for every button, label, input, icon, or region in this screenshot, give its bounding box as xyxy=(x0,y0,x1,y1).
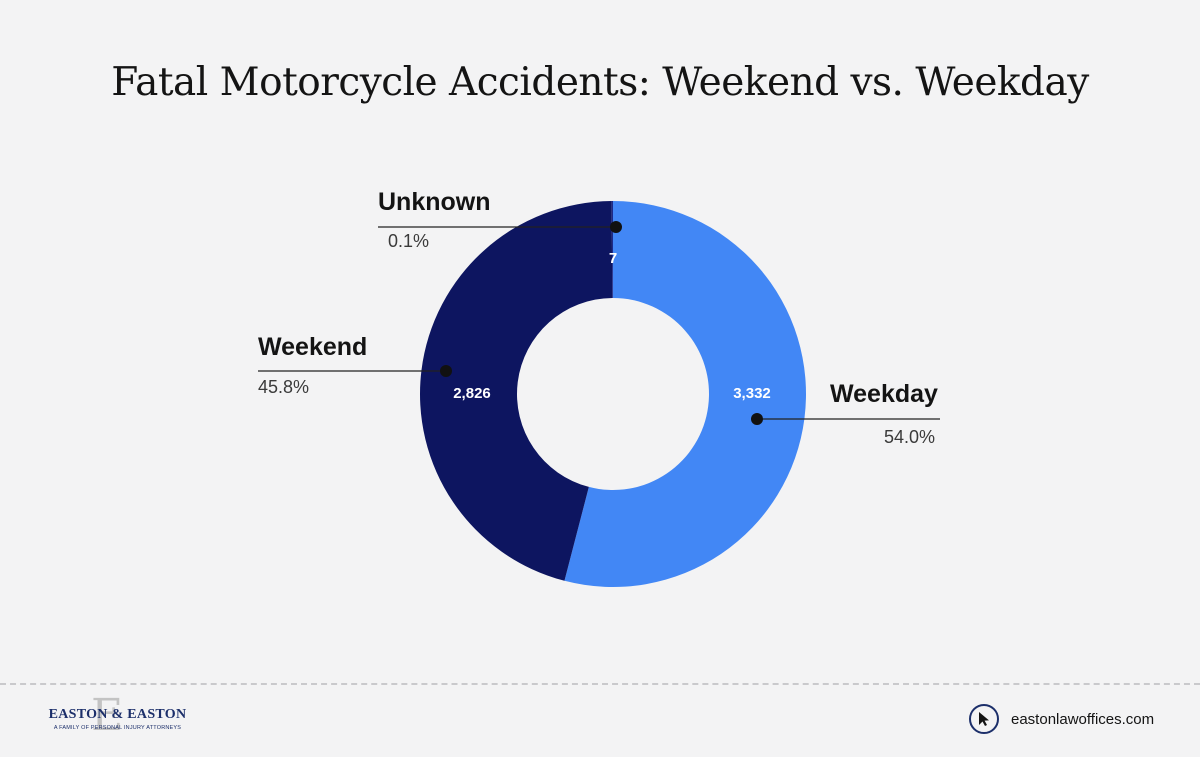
value-label-weekend: 2,826 xyxy=(453,385,491,402)
chart-title: Fatal Motorcycle Accidents: Weekend vs. … xyxy=(111,60,1089,105)
website-url: eastonlawoffices.com xyxy=(1011,710,1155,728)
slice-name-weekend: Weekend xyxy=(258,333,367,361)
leader-dot-weekend xyxy=(440,365,452,377)
value-label-weekday: 3,332 xyxy=(733,385,771,402)
donut-chart: 3,332 Weekday 54.0% 2,826 Weekend 45.8% 7 Unkno… xyxy=(258,188,940,587)
leader-dot-unknown xyxy=(610,221,622,233)
value-label-unknown: 7 xyxy=(609,250,617,267)
slice-percent-unknown: 0.1% xyxy=(388,231,429,251)
slice-name-weekday: Weekday xyxy=(830,380,938,408)
footer-divider xyxy=(0,683,1200,685)
website-link[interactable]: eastonlawoffices.com xyxy=(969,702,1154,736)
slice-weekday xyxy=(564,201,806,587)
easton-logo[interactable]: E EASTON & EASTON A FAMILY OF PERSONAL I… xyxy=(45,690,190,741)
logo-name: EASTON & EASTON xyxy=(48,707,187,722)
slice-weekend xyxy=(419,201,613,581)
slice-percent-weekday: 54.0% xyxy=(884,427,935,447)
logo-monogram-icon: E xyxy=(91,690,124,741)
leader-dot-weekday xyxy=(751,413,763,425)
logo-tagline: A FAMILY OF PERSONAL INJURY ATTORNEYS xyxy=(53,725,182,731)
slice-name-unknown: Unknown xyxy=(378,188,491,216)
cursor-icon xyxy=(969,704,999,734)
slice-percent-weekend: 45.8% xyxy=(258,377,309,397)
